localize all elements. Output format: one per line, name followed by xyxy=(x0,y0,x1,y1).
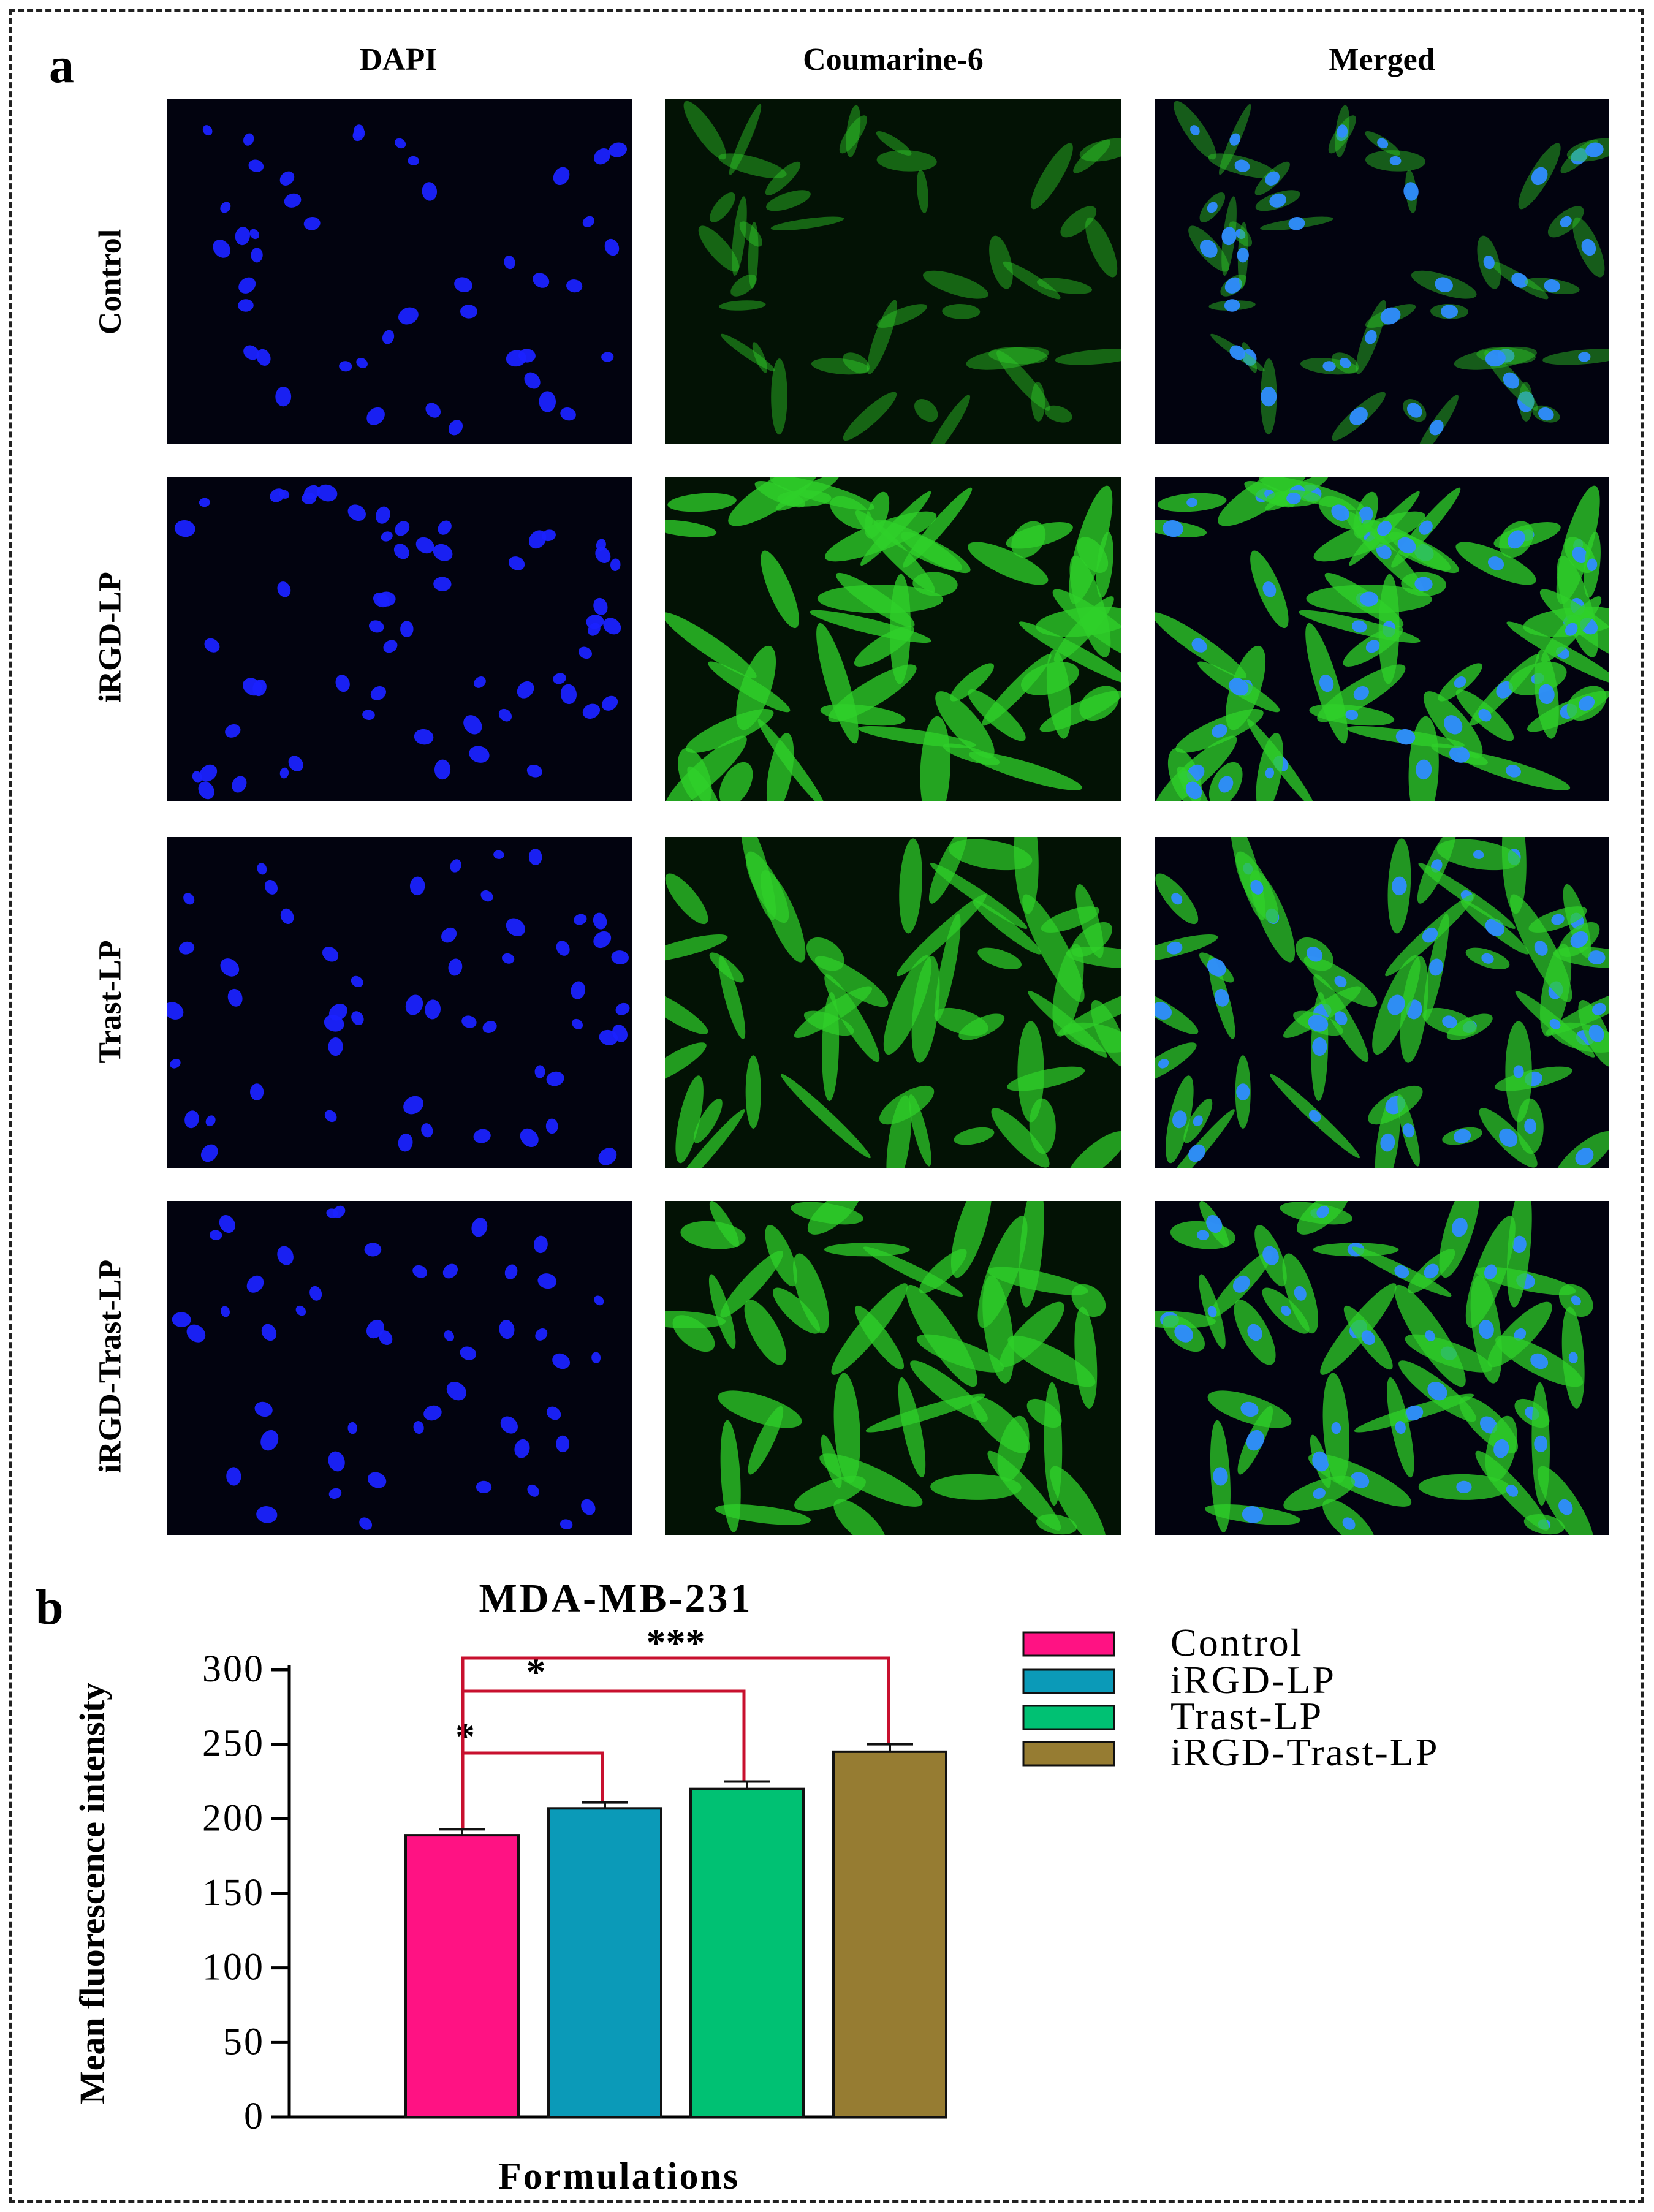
bar-irgd-trast-lp xyxy=(832,1750,947,2119)
micrograph-dapi-irgd-trast-lp xyxy=(167,1201,632,1535)
chart-title: MDA-MB-231 xyxy=(479,1576,753,1621)
figure-frame xyxy=(9,9,1644,2203)
panel-b-label: b xyxy=(36,1579,64,1635)
y-tick-label: 250 xyxy=(202,1723,265,1765)
column-header-coumarine: Coumarine-6 xyxy=(803,42,984,77)
micrograph-merged-trast-lp xyxy=(1155,837,1609,1168)
micrograph-coumarine-irgd-lp xyxy=(665,477,1121,801)
micrograph-coumarine-control xyxy=(665,99,1121,444)
y-tick-label: 50 xyxy=(223,2021,265,2062)
legend-swatch-control xyxy=(1022,1631,1115,1657)
legend-swatch-irgd-trast-lp xyxy=(1022,1741,1115,1767)
y-tick-label: 0 xyxy=(244,2096,265,2137)
bar-control xyxy=(404,1834,520,2118)
bar-irgd-lp xyxy=(547,1807,662,2118)
legend-swatch-irgd-lp xyxy=(1022,1668,1115,1694)
x-axis-label: Formulations xyxy=(498,2156,740,2197)
significance-bracket xyxy=(461,1656,890,1828)
bar-chart: 050100150200250300*****MDA-MB-231Formula… xyxy=(72,1576,1439,2197)
micrograph-merged-irgd-trast-lp xyxy=(1155,1201,1609,1535)
column-header-dapi: DAPI xyxy=(359,42,438,77)
significance-label: *** xyxy=(647,1621,705,1664)
legend-label-control: Control xyxy=(1170,1621,1303,1664)
legend-label-irgd-trast-lp: iRGD-Trast-LP xyxy=(1170,1730,1439,1774)
micrograph-merged-control xyxy=(1155,99,1609,444)
legend-label-trast-lp: Trast-LP xyxy=(1170,1694,1323,1738)
y-tick-label: 150 xyxy=(202,1872,265,1914)
y-tick-label: 200 xyxy=(202,1797,265,1839)
bar-trast-lp xyxy=(689,1787,805,2118)
legend-label-irgd-lp: iRGD-LP xyxy=(1170,1658,1336,1702)
y-tick-label: 300 xyxy=(202,1648,265,1690)
legend-swatch-trast-lp xyxy=(1022,1705,1115,1730)
micrograph-merged-irgd-lp xyxy=(1155,477,1609,801)
significance-label: * xyxy=(455,1714,475,1758)
row-label-trast-lp: Trast-LP xyxy=(93,940,128,1064)
column-header-merged: Merged xyxy=(1329,42,1435,77)
row-label-irgd-trast-lp: iRGD-Trast-LP xyxy=(93,1259,128,1474)
y-tick-label: 100 xyxy=(202,1947,265,1988)
y-axis-label: Mean fluorescence intensity xyxy=(72,1683,112,2104)
micrograph-dapi-control xyxy=(167,99,632,444)
row-label-control: Control xyxy=(93,229,128,335)
micrograph-coumarine-irgd-trast-lp xyxy=(665,1201,1121,1535)
panel-a-label: a xyxy=(49,37,74,93)
micrograph-dapi-trast-lp xyxy=(167,837,632,1168)
micrograph-dapi-irgd-lp xyxy=(167,477,632,801)
row-label-irgd-lp: iRGD-LP xyxy=(93,572,128,703)
micrograph-coumarine-trast-lp xyxy=(665,837,1121,1168)
